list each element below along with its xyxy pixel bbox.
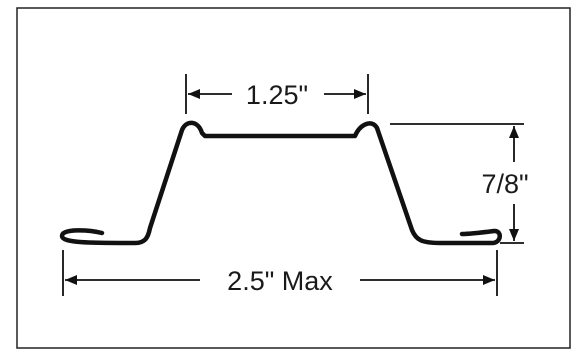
height-label: 7/8" [481, 169, 528, 199]
height-dim-arrow-top [509, 126, 519, 138]
diagram-border [16, 7, 571, 349]
overall-width-label: 2.5" Max [227, 266, 333, 296]
height-dim-arrow-bottom [509, 229, 519, 241]
channel-profile [59, 120, 502, 246]
bottom-dim-arrow-right [483, 275, 495, 285]
top-width-dimension: 1.25" [185, 74, 369, 114]
overall-width-dimension: 2.5" Max [62, 250, 498, 296]
top-dim-arrow-left [188, 89, 200, 99]
bottom-dim-arrow-left [65, 275, 77, 285]
top-dim-arrow-right [354, 89, 366, 99]
height-dimension: 7/8" [390, 123, 529, 244]
top-width-label: 1.25" [246, 80, 308, 110]
